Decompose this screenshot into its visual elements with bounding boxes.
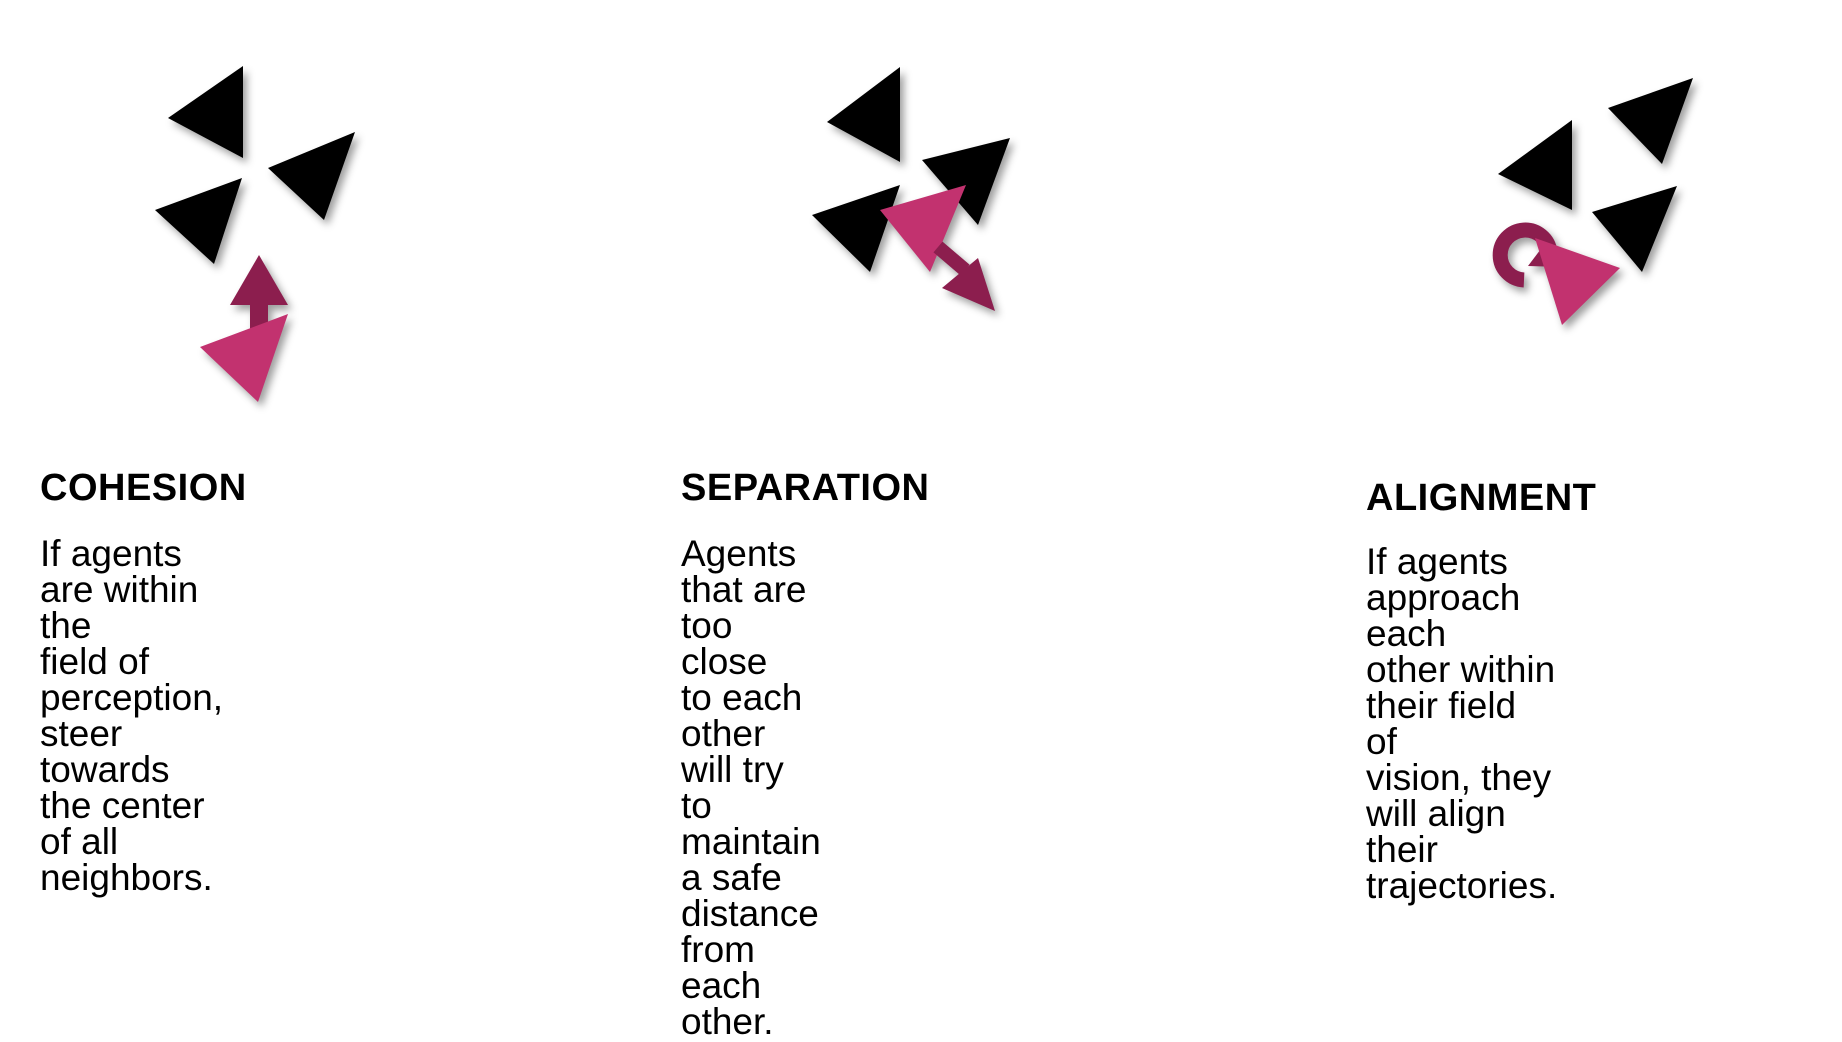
cohesion-title: COHESION [40,467,247,509]
separation-diagram [812,67,1010,311]
alignment-diagram [1492,78,1693,325]
agent-triangle [155,178,242,264]
separation-title: SEPARATION [681,467,930,509]
agent-triangle [827,67,900,162]
alignment-title: ALIGNMENT [1366,477,1597,519]
cohesion-diagram [155,66,355,402]
cohesion-description: If agents are within the field of percep… [40,533,224,898]
agent-triangle [268,132,355,220]
agent-triangle [812,185,900,272]
highlighted-agent-triangle [880,185,966,272]
agent-triangle [1608,78,1693,164]
alignment-description: If agents approach each other within the… [1366,541,1558,906]
separation-description: Agents that are too close to each other … [681,533,821,1042]
steer-away-arrow-icon [933,241,995,311]
agent-triangle [1592,186,1677,272]
agent-triangle [168,66,243,158]
highlighted-agent-triangle [1535,238,1620,325]
agent-triangle [1498,120,1572,210]
highlighted-agent-triangle [200,314,288,402]
agent-triangle [922,138,1010,225]
